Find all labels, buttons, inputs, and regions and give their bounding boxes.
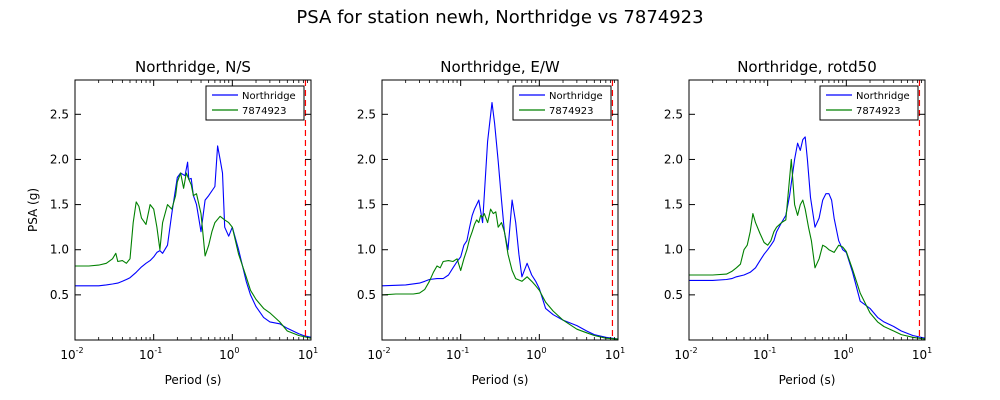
x-tick-exponent: 0	[541, 346, 546, 355]
x-tick-label: 10-2	[367, 346, 390, 362]
x-tick-base: 10	[912, 348, 927, 362]
subplot-2: Northridge, E/W10-2 10-1 100 1010.51.01.52.…	[357, 58, 625, 387]
y-tick-label: 1.0	[357, 243, 376, 257]
x-tick-exponent: 1	[313, 346, 318, 355]
x-tick-base: 10	[605, 348, 620, 362]
legend-label: Northridge	[856, 91, 910, 102]
series-line-northridge	[689, 136, 925, 339]
x-tick-label: 101	[605, 346, 625, 362]
x-tick-exponent: 0	[848, 346, 853, 355]
x-tick-exponent: -2	[383, 346, 391, 355]
x-axis-label: Period (s)	[472, 373, 529, 387]
x-tick-base: 10	[219, 348, 234, 362]
y-tick-label: 1.5	[50, 198, 69, 212]
y-axis-label: PSA (g)	[26, 188, 40, 232]
x-tick-base: 10	[674, 348, 689, 362]
plot-area	[689, 80, 925, 340]
legend: Northridge 7874923	[512, 85, 612, 121]
legend-box	[819, 85, 919, 121]
x-tick-exponent: 1	[620, 346, 625, 355]
x-tick-label: 10-1	[753, 346, 776, 362]
series-line-comparison	[75, 172, 311, 339]
x-tick-base: 10	[446, 348, 461, 362]
x-tick-base: 10	[833, 348, 848, 362]
x-tick-label: 100	[526, 346, 546, 362]
subplot-1: Northridge, N/S10-2 10-1 100 1010.51.01.52.…	[26, 58, 318, 387]
x-tick-base: 10	[60, 348, 75, 362]
y-tick-label: 2.0	[664, 152, 683, 166]
x-tick-base: 10	[526, 348, 541, 362]
x-tick-base: 10	[298, 348, 313, 362]
x-tick-label: 101	[298, 346, 318, 362]
x-tick-label: 10-2	[60, 346, 83, 362]
subplot-title: Northridge, N/S	[135, 58, 251, 76]
x-tick-exponent: -1	[768, 346, 776, 355]
y-tick-label: 1.0	[50, 243, 69, 257]
subplot-title: Northridge, rotd50	[737, 58, 877, 76]
legend-box	[512, 85, 612, 121]
axes-frame	[74, 79, 312, 341]
y-tick-label: 0.5	[664, 288, 683, 302]
legend: Northridge 7874923	[819, 85, 919, 121]
x-tick-exponent: -1	[154, 346, 162, 355]
legend-label: 7874923	[856, 106, 901, 117]
y-tick-label: 0.5	[357, 288, 376, 302]
x-tick-base: 10	[753, 348, 768, 362]
legend-label: 7874923	[242, 106, 287, 117]
legend-box	[205, 85, 305, 121]
series-line-comparison	[382, 208, 618, 340]
legend-label: Northridge	[549, 91, 603, 102]
y-tick-label: 2.0	[50, 152, 69, 166]
y-tick-label: 2.0	[357, 152, 376, 166]
y-tick-label: 2.5	[664, 107, 683, 121]
x-tick-exponent: -2	[690, 346, 698, 355]
plot-area	[382, 80, 618, 340]
x-tick-label: 100	[219, 346, 239, 362]
x-tick-exponent: 0	[234, 346, 239, 355]
series-line-comparison	[689, 158, 925, 340]
legend: Northridge 7874923	[205, 85, 305, 121]
x-tick-base: 10	[139, 348, 154, 362]
x-tick-label: 101	[912, 346, 932, 362]
y-tick-label: 1.5	[664, 198, 683, 212]
y-tick-label: 1.5	[357, 198, 376, 212]
legend-label: 7874923	[549, 106, 594, 117]
x-tick-label: 10-2	[674, 346, 697, 362]
subplot-title: Northridge, E/W	[440, 58, 560, 76]
x-tick-label: 100	[833, 346, 853, 362]
x-tick-exponent: -1	[461, 346, 469, 355]
x-axis-label: Period (s)	[165, 373, 222, 387]
subplots: Northridge, N/S10-2 10-1 100 1010.51.01.52.…	[26, 58, 932, 387]
axes-frame	[381, 79, 619, 341]
plot-area	[75, 80, 311, 340]
series-line-northridge	[382, 102, 618, 340]
axes-frame	[688, 79, 926, 341]
y-tick-label: 2.5	[50, 107, 69, 121]
figure-title: PSA for station newh, Northridge vs 7874…	[296, 7, 703, 28]
x-tick-label: 10-1	[446, 346, 469, 362]
y-tick-label: 0.5	[50, 288, 69, 302]
x-tick-label: 10-1	[139, 346, 162, 362]
y-tick-label: 2.5	[357, 107, 376, 121]
legend-label: Northridge	[242, 91, 296, 102]
x-axis-label: Period (s)	[779, 373, 836, 387]
series-line-northridge	[75, 145, 311, 338]
x-tick-exponent: -2	[76, 346, 84, 355]
y-tick-label: 1.0	[664, 243, 683, 257]
x-tick-exponent: 1	[927, 346, 932, 355]
x-tick-base: 10	[367, 348, 382, 362]
